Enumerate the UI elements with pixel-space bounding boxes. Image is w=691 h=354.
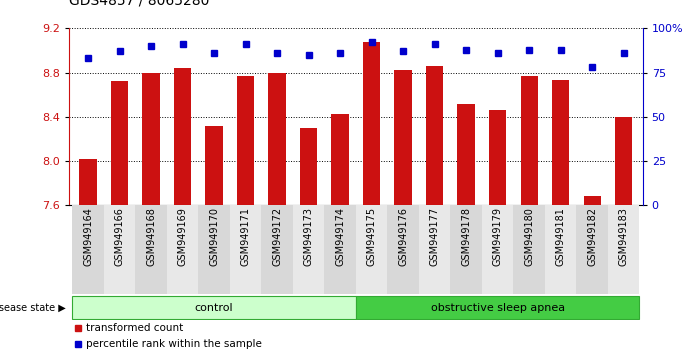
- Bar: [261, 205, 293, 294]
- Bar: [482, 205, 513, 294]
- Bar: [198, 205, 230, 294]
- Bar: [451, 205, 482, 294]
- Bar: [388, 205, 419, 294]
- Text: GSM949171: GSM949171: [240, 207, 251, 266]
- Text: GSM949174: GSM949174: [335, 207, 345, 266]
- Bar: [615, 117, 632, 205]
- Bar: [583, 196, 601, 205]
- Text: GSM949176: GSM949176: [398, 207, 408, 266]
- Bar: [545, 205, 576, 294]
- Text: GSM949166: GSM949166: [115, 207, 124, 266]
- Bar: [457, 104, 475, 205]
- Bar: [73, 205, 104, 294]
- Bar: [111, 81, 129, 205]
- Bar: [79, 159, 97, 205]
- Bar: [104, 205, 135, 294]
- Bar: [135, 205, 167, 294]
- Text: GDS4857 / 8065280: GDS4857 / 8065280: [69, 0, 209, 7]
- Bar: [142, 73, 160, 205]
- Bar: [300, 128, 317, 205]
- Text: GSM949170: GSM949170: [209, 207, 219, 266]
- Bar: [426, 66, 444, 205]
- Text: GSM949181: GSM949181: [556, 207, 566, 266]
- Bar: [419, 205, 451, 294]
- Bar: [489, 110, 507, 205]
- Bar: [230, 205, 261, 294]
- Text: disease state ▶: disease state ▶: [0, 303, 66, 313]
- Bar: [205, 126, 223, 205]
- Bar: [552, 80, 569, 205]
- Text: GSM949172: GSM949172: [272, 207, 282, 266]
- Bar: [520, 76, 538, 205]
- Bar: [395, 70, 412, 205]
- Text: GSM949182: GSM949182: [587, 207, 597, 266]
- Text: GSM949169: GSM949169: [178, 207, 187, 266]
- Bar: [73, 296, 356, 319]
- Bar: [356, 296, 639, 319]
- Text: control: control: [195, 303, 234, 313]
- Text: GSM949178: GSM949178: [461, 207, 471, 266]
- Bar: [268, 73, 286, 205]
- Text: GSM949179: GSM949179: [493, 207, 502, 266]
- Bar: [332, 114, 349, 205]
- Text: GSM949168: GSM949168: [146, 207, 156, 266]
- Bar: [363, 42, 380, 205]
- Bar: [167, 205, 198, 294]
- Bar: [293, 205, 324, 294]
- Bar: [324, 205, 356, 294]
- Bar: [608, 205, 639, 294]
- Text: GSM949183: GSM949183: [618, 207, 629, 266]
- Bar: [237, 76, 254, 205]
- Text: transformed count: transformed count: [86, 323, 184, 333]
- Text: GSM949175: GSM949175: [367, 207, 377, 266]
- Text: GSM949180: GSM949180: [524, 207, 534, 266]
- Bar: [174, 68, 191, 205]
- Text: percentile rank within the sample: percentile rank within the sample: [86, 339, 262, 349]
- Text: obstructive sleep apnea: obstructive sleep apnea: [430, 303, 565, 313]
- Text: GSM949173: GSM949173: [303, 207, 314, 266]
- Text: GSM949164: GSM949164: [83, 207, 93, 266]
- Text: GSM949177: GSM949177: [430, 207, 439, 266]
- Bar: [356, 205, 388, 294]
- Bar: [576, 205, 608, 294]
- Bar: [513, 205, 545, 294]
